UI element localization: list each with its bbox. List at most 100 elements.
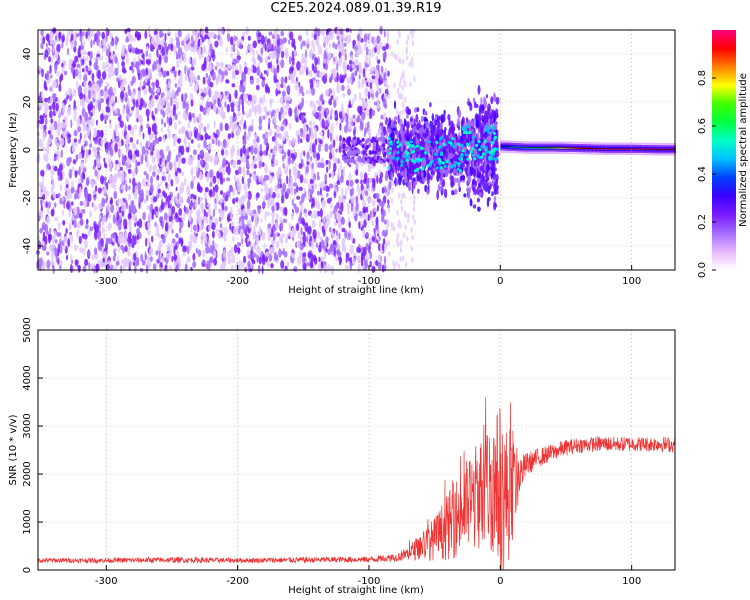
spectrogram-cell — [136, 139, 139, 145]
spectrogram-cell — [49, 124, 54, 131]
spectrogram-cell — [87, 27, 91, 37]
spectrogram-cell — [355, 169, 359, 176]
spectrogram-cell — [174, 212, 179, 219]
spectrogram-cell — [227, 133, 232, 140]
spectrogram-cell — [448, 128, 451, 137]
spectrogram-cell — [129, 178, 132, 184]
spectrogram-cell — [232, 70, 236, 81]
spectrogram-cell — [84, 224, 89, 230]
spectrogram-cell — [62, 220, 66, 226]
spectrogram-cell — [218, 216, 222, 222]
spectrogram-cell — [223, 226, 228, 237]
spectrogram-cell — [382, 45, 387, 52]
spectrogram-cell — [98, 41, 102, 49]
spectrogram-cell — [214, 133, 219, 139]
spectrogram-cell — [395, 237, 399, 244]
spectrogram-cell — [84, 258, 89, 266]
spectrogram-cell — [412, 28, 415, 35]
spectrogram-cell — [396, 232, 400, 239]
spectrogram-cell — [82, 68, 85, 73]
spectrogram-cell — [72, 61, 76, 68]
spectrogram-cell — [161, 255, 164, 265]
spectrogram-cell — [55, 102, 59, 112]
spectrogram-cell — [457, 180, 461, 189]
spectrogram-cell — [209, 155, 213, 163]
spectrogram-cell — [214, 40, 219, 48]
spectrogram-cell — [340, 77, 345, 84]
spectrogram-cell — [268, 31, 273, 36]
spectrogram-cell — [248, 240, 251, 246]
spectrogram-cell — [381, 201, 385, 208]
spectrogram-cell — [375, 55, 379, 61]
spectrogram-cell — [368, 245, 371, 254]
spectrogram-cell — [346, 77, 351, 84]
spectrogram-cell — [106, 82, 110, 87]
spectrogram-cell — [235, 197, 239, 203]
spectrogram-cell — [206, 203, 211, 208]
spectrogram-cell — [139, 80, 143, 91]
spectrogram-cell — [141, 259, 146, 266]
spectrogram-cell — [415, 113, 419, 123]
spectrogram-cell — [72, 88, 77, 97]
spectrogram-cell — [199, 159, 204, 167]
spectrogram-cell — [283, 206, 288, 216]
spectrogram-cell — [274, 132, 277, 138]
spectrogram-cell — [267, 223, 272, 229]
spectrogram-cell — [82, 265, 87, 273]
spectrogram-cell — [127, 193, 131, 201]
spectrogram-cell — [413, 76, 416, 82]
spectrogram-cell — [209, 222, 212, 228]
spectrogram-cell — [319, 118, 322, 128]
spectrogram-cell — [158, 136, 162, 142]
spectrogram-cell — [192, 155, 195, 161]
spectrogram-cell — [162, 38, 165, 49]
spectrogram-cell — [337, 168, 340, 179]
spectrogram-cell — [212, 208, 215, 218]
spectrogram-cell — [160, 127, 163, 133]
spectrogram-cell — [351, 187, 354, 196]
spectrogram-cell — [101, 197, 106, 207]
spectrogram-cell — [100, 258, 104, 269]
spectrogram-cell — [398, 219, 401, 226]
spectrogram-cell — [73, 113, 77, 122]
spectrogram-cell — [120, 244, 124, 250]
spectrogram-cell — [283, 130, 289, 138]
spectrogram-cell — [288, 139, 293, 147]
spectrogram-cell — [206, 176, 209, 183]
spectrogram-cell — [178, 158, 181, 165]
spectrogram-cell — [222, 192, 226, 199]
spectrogram-cell — [338, 111, 343, 120]
spectrogram-cell — [248, 43, 253, 52]
spectrogram-cell — [409, 81, 412, 88]
spectrogram-cell — [94, 180, 97, 186]
spectrogram-cell — [264, 83, 269, 94]
spectrogram-cell — [109, 86, 113, 96]
spectrogram-cell — [376, 239, 379, 244]
spectrogram-cell — [411, 56, 414, 63]
spectrogram-cell — [92, 39, 95, 45]
spectrogram-cell — [280, 221, 284, 232]
spectrogram-cell — [43, 80, 47, 90]
spectrogram-cell — [127, 98, 130, 107]
spectrogram-cell — [155, 250, 159, 256]
spectrogram-cell — [268, 117, 271, 124]
spectrogram-cell — [205, 55, 210, 62]
spectrogram-cell — [247, 131, 252, 138]
spectrogram-cell — [136, 227, 141, 236]
spectrogram-cell — [263, 174, 268, 181]
spectrogram-cell — [168, 154, 171, 162]
spectrogram-cell — [162, 158, 165, 169]
spectrogram-cell — [39, 261, 42, 272]
spectrogram-cell — [90, 118, 94, 127]
spectrogram-cell — [82, 31, 85, 37]
spectrogram-cell — [145, 173, 149, 180]
spectrogram-cell — [187, 121, 191, 129]
spectrogram-cell — [197, 75, 201, 81]
spectrogram-cell — [44, 116, 48, 126]
spectrogram-cell — [397, 92, 401, 99]
spectrogram-cell — [355, 64, 358, 70]
spectrogram-cell — [177, 120, 182, 125]
spectrogram-cell — [66, 202, 70, 210]
spectrogram-cell — [51, 253, 55, 261]
spectrogram-cell — [71, 142, 76, 147]
